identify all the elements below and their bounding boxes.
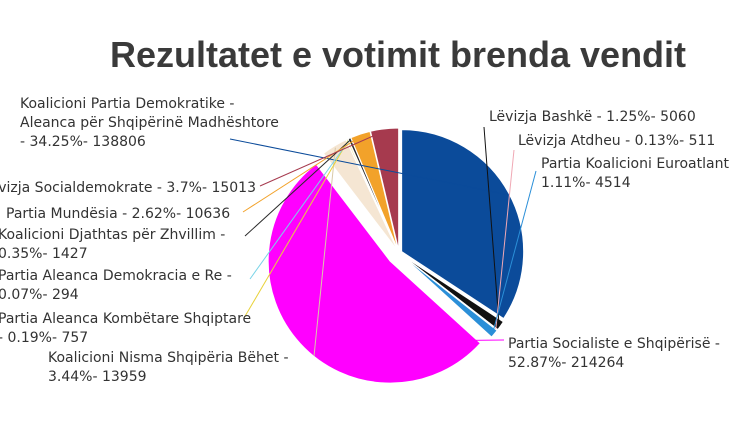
leader-line xyxy=(495,149,515,329)
pie-slice xyxy=(369,127,400,251)
leader-line xyxy=(242,135,362,213)
leader-lines xyxy=(229,126,537,357)
slice-label: Koalicioni Partia Demokratike -Aleanca p… xyxy=(20,96,279,150)
slice-label: Partia Socialiste e Shqipërisë -52.87%- … xyxy=(508,336,720,371)
leader-line xyxy=(483,126,500,325)
slice-label: Koalicioni Nisma Shqipëria Bëhet -3.44%-… xyxy=(48,350,289,385)
leader-line xyxy=(301,339,505,343)
pie-slice xyxy=(401,129,525,320)
leader-line xyxy=(492,170,537,333)
slice-label: Partia Koalicioni Euroatlantik -1.11%- 4… xyxy=(541,156,730,191)
slice-label: Koalicioni Djathtas për Zhvillim -0.35%-… xyxy=(0,227,225,262)
chart-title: Rezultatet e votimit brenda vendit xyxy=(110,34,686,75)
pie-slices xyxy=(267,127,525,384)
slice-label: Partia Lëvizja Socialdemokrate - 3.7%- 1… xyxy=(0,180,256,196)
slice-label: Lëvizja Atdheu - 0.13%- 511 xyxy=(518,133,715,149)
pie-slice xyxy=(350,130,399,251)
pie-slice xyxy=(400,254,498,338)
slice-label: Partia Aleanca Kombëtare Shqiptare - 0.19… xyxy=(0,311,251,346)
leader-line xyxy=(259,130,385,187)
slice-labels: Koalicioni Partia Demokratike -Aleanca p… xyxy=(0,96,730,385)
leader-line xyxy=(229,138,508,196)
slice-label: Partia Mundësia - 2.62%- 10636 xyxy=(6,206,230,222)
leader-line xyxy=(249,140,350,280)
leader-line xyxy=(243,140,349,319)
slice-label: Lëvizja Bashkë - 1.25%- 5060 xyxy=(489,109,696,125)
leader-line xyxy=(244,139,351,237)
pie-slice xyxy=(267,163,482,384)
leader-line xyxy=(313,147,336,357)
slice-label: Partia Aleanca Demokracia e Re -0.07%- 2… xyxy=(0,268,232,303)
